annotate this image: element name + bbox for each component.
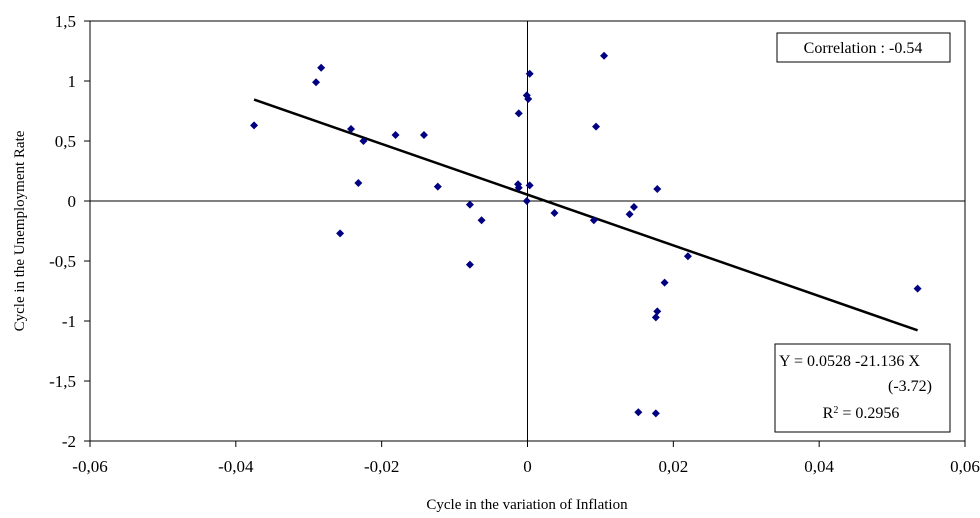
data-point	[514, 109, 523, 118]
data-point	[465, 200, 474, 209]
y-tick-label: 0	[68, 192, 77, 211]
data-point	[250, 121, 259, 130]
data-point	[683, 252, 692, 261]
y-tick-label: 1,5	[55, 12, 76, 31]
y-tick-label: 1	[68, 72, 77, 91]
data-point	[312, 78, 321, 87]
correlation-box: Correlation : -0.54	[776, 32, 951, 63]
data-point	[589, 216, 598, 225]
x-tick-label: 0,04	[804, 457, 834, 476]
y-tick-label: 0,5	[55, 132, 76, 151]
r-squared-value: = 0.2956	[838, 405, 899, 422]
x-axis-ticks: -0,06 -0,04 -0,02 0 0,02 0,04 0,06	[72, 441, 980, 476]
data-point	[477, 216, 486, 225]
data-point	[550, 209, 559, 217]
data-point	[913, 284, 922, 293]
x-axis-title: Cycle in the variation of Inflation	[426, 497, 628, 513]
x-tick-label: 0	[523, 457, 532, 476]
data-point	[525, 69, 534, 78]
data-point	[634, 408, 643, 417]
x-tick-label: -0,06	[72, 457, 107, 476]
data-point	[359, 137, 368, 145]
data-point	[317, 63, 326, 72]
data-point	[354, 179, 363, 187]
correlation-label: Correlation : -0.54	[804, 40, 923, 57]
data-point	[391, 131, 400, 139]
t-statistic: (-3.72)	[888, 378, 932, 395]
y-tick-label: -2	[62, 432, 76, 451]
data-point	[592, 122, 601, 131]
regression-box: Y = 0.0528 -21.136 X (-3.72) R2 = 0.2956	[774, 343, 951, 433]
x-tick-label: 0,06	[950, 457, 980, 476]
regression-line	[253, 98, 919, 332]
r-squared-sup: 2	[833, 405, 838, 416]
data-point	[653, 185, 662, 193]
y-axis-title: Cycle in the Unemployment Rate	[12, 130, 28, 331]
x-tick-label: -0,04	[218, 457, 254, 476]
data-point	[522, 197, 531, 205]
data-point	[653, 307, 662, 316]
x-tick-label: -0,02	[364, 457, 399, 476]
data-point	[524, 95, 533, 103]
data-point	[651, 313, 660, 322]
y-tick-label: -1	[62, 312, 76, 331]
data-point	[336, 229, 345, 238]
data-point	[629, 203, 638, 211]
y-tick-label: -1,5	[49, 372, 76, 391]
data-point	[514, 183, 523, 192]
data-point	[347, 125, 356, 133]
data-point	[651, 409, 660, 418]
r-squared-letter: R	[823, 405, 834, 422]
regression-equation: Y = 0.0528 -21.136 X	[779, 353, 920, 370]
data-point	[419, 131, 428, 139]
r-squared: R2 = 0.2956	[823, 405, 900, 423]
data-point	[433, 182, 442, 191]
data-point	[600, 51, 609, 60]
data-point	[525, 181, 534, 190]
y-tick-label: -0,5	[49, 252, 76, 271]
x-tick-label: 0,02	[658, 457, 688, 476]
data-point	[625, 210, 634, 219]
y-axis-ticks: 1,5 1 0,5 0 -0,5 -1 -1,5 -2	[49, 12, 90, 451]
data-points	[250, 51, 922, 418]
data-point	[660, 278, 669, 287]
data-point	[465, 260, 474, 269]
